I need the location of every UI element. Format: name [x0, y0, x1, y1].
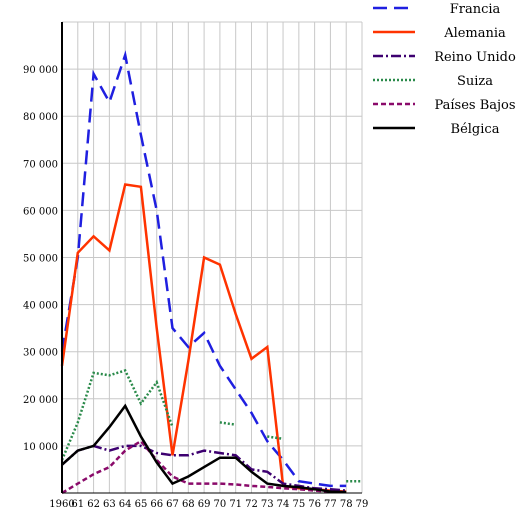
- legend-label: Suiza: [457, 74, 493, 89]
- series-line: [267, 435, 284, 441]
- series-francia: [60, 50, 347, 488]
- x-tick-label: 62: [87, 499, 100, 509]
- legend-label: Países Bajos: [434, 98, 515, 113]
- series-b-lgica: [61, 403, 347, 494]
- x-tick-label: 69: [198, 499, 211, 509]
- y-tick-label: 90 000: [23, 65, 58, 76]
- y-tick-label: 70 000: [23, 159, 58, 170]
- x-tick-label: 66: [150, 499, 163, 509]
- y-tick-label: 40 000: [23, 301, 58, 312]
- y-tick-label: 80 000: [23, 112, 58, 123]
- series-line: [60, 368, 174, 461]
- x-tick-label: 71: [229, 499, 242, 509]
- legend-label: Francia: [450, 2, 501, 17]
- legend: Francia Alemania Reino Unido Suiza Países Ba…: [373, 2, 516, 137]
- series-line: [219, 421, 236, 426]
- y-tick-label: 30 000: [23, 348, 58, 359]
- x-tick-label: 78: [340, 499, 353, 509]
- x-tick-label: 79: [356, 499, 369, 509]
- x-tick-label: 74: [277, 499, 290, 509]
- y-tick-label: 10 000: [23, 442, 58, 453]
- y-tick-label: 50 000: [23, 254, 58, 265]
- series-line: [61, 403, 347, 494]
- x-tick-label: 70: [214, 499, 227, 509]
- series-reino-unido: [61, 444, 347, 492]
- x-tick-label: 77: [324, 499, 337, 509]
- series-suiza: [60, 368, 362, 483]
- x-tick-label: 73: [261, 499, 274, 509]
- series-layer: [60, 50, 362, 495]
- x-tick-label: 72: [245, 499, 258, 509]
- x-tick-label: 76: [308, 499, 321, 509]
- axes: [61, 22, 362, 494]
- y-tick-label: 20 000: [23, 395, 58, 406]
- y-tick-labels: 10 000 20 000 30 000 40 000 50 000 60 000 70 0…: [23, 65, 58, 453]
- x-tick-label: 61: [71, 499, 84, 509]
- y-tick-label: 60 000: [23, 206, 58, 217]
- x-tick-label: 75: [292, 499, 305, 509]
- series-line: [60, 50, 347, 488]
- x-tick-label: 67: [166, 499, 179, 509]
- x-tick-label: 63: [103, 499, 116, 509]
- grid-lines: [61, 21, 363, 494]
- x-tick-label: 65: [135, 499, 148, 509]
- x-tick-label: 68: [182, 499, 195, 509]
- legend-label: Alemania: [443, 26, 506, 41]
- series-line: [61, 444, 347, 492]
- x-tick-label: 64: [119, 499, 132, 509]
- legend-label: Reino Unido: [434, 50, 516, 65]
- x-tick-label: 1960: [49, 499, 74, 509]
- legend-label: Bélgica: [451, 122, 500, 137]
